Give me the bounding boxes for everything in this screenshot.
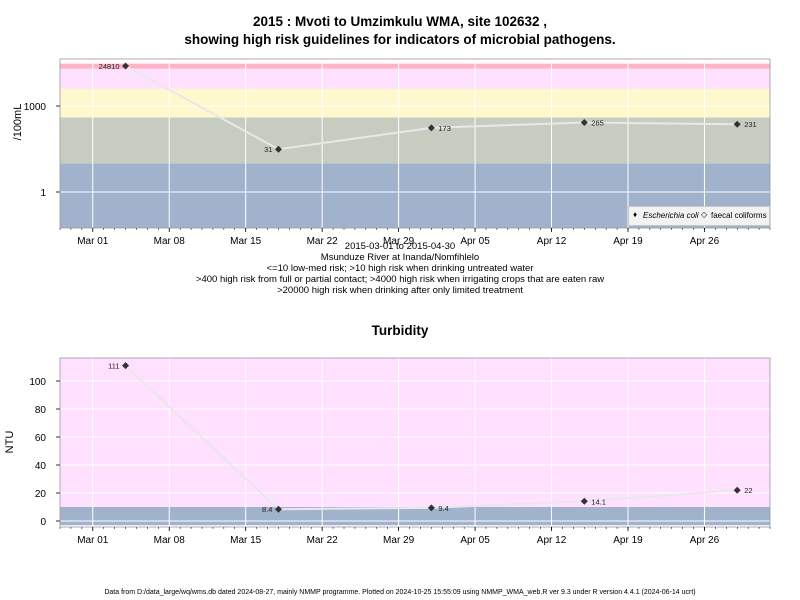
data-label: 173 bbox=[438, 124, 451, 133]
data-point bbox=[122, 362, 130, 370]
caption-site: Msunduze River at Inanda/Nomfihlelo bbox=[320, 252, 480, 263]
x-tick-label: Apr 05 bbox=[460, 535, 490, 546]
data-label: 111 bbox=[108, 362, 119, 371]
chart-title-line1: 2015 : Mvoti to Umzimkulu WMA, site 1026… bbox=[252, 14, 548, 29]
y-tick-label: 0 bbox=[40, 517, 46, 528]
y-tick-label: 100 bbox=[29, 377, 46, 388]
data-label: 9.4 bbox=[438, 504, 448, 513]
data-point bbox=[733, 120, 741, 128]
legend-faecal-label: faecal coliforms bbox=[711, 211, 767, 220]
x-tick-label: Apr 19 bbox=[613, 236, 643, 247]
data-point bbox=[733, 486, 741, 494]
chart-title-line2: showing high risk guidelines for indicat… bbox=[184, 32, 616, 47]
risk-band bbox=[60, 117, 770, 164]
data-label: 8.4 bbox=[262, 505, 272, 514]
y-axis-label-turbidity: NTU bbox=[4, 430, 16, 454]
data-label: 31 bbox=[264, 145, 272, 154]
plot-frame bbox=[59, 357, 771, 528]
legend-faecal-marker-icon: ◇ bbox=[701, 210, 708, 219]
y-axis-label-microbial: /100mL bbox=[12, 103, 24, 141]
x-tick-label: Mar 15 bbox=[230, 236, 262, 247]
risk-band bbox=[60, 63, 770, 69]
data-point bbox=[122, 62, 130, 70]
data-point bbox=[274, 505, 282, 513]
y-tick-label: 60 bbox=[35, 433, 47, 444]
risk-band bbox=[60, 68, 770, 89]
x-tick-label: Apr 19 bbox=[613, 535, 643, 546]
risk-band bbox=[60, 88, 770, 118]
caption-date-range: 2015-03-01 to 2015-04-30 bbox=[344, 241, 456, 252]
x-tick-label: Mar 08 bbox=[154, 535, 186, 546]
y-tick-label: 80 bbox=[35, 405, 47, 416]
y-tick-label: 20 bbox=[35, 489, 47, 500]
data-point bbox=[580, 119, 588, 127]
x-tick-label: Mar 29 bbox=[383, 535, 415, 546]
data-point bbox=[427, 504, 435, 512]
x-tick-label: Mar 22 bbox=[307, 535, 339, 546]
data-point bbox=[427, 124, 435, 132]
data-label: 22 bbox=[744, 486, 752, 495]
data-point bbox=[274, 145, 282, 153]
x-tick-label: Mar 08 bbox=[154, 236, 186, 247]
plot-frame bbox=[59, 58, 771, 229]
x-tick-label: Apr 12 bbox=[537, 236, 567, 247]
x-tick-label: Mar 15 bbox=[230, 535, 262, 546]
legend: ♦ Escherichia coli ◇ faecal coliforms bbox=[628, 206, 770, 226]
caption-risk-3: >20000 high risk when drinking after onl… bbox=[277, 285, 523, 296]
x-tick-label: Mar 29 bbox=[383, 236, 415, 247]
y-tick-label: 1 bbox=[40, 188, 46, 199]
legend-ecoli-label: Escherichia coli bbox=[643, 211, 699, 220]
legend-ecoli-marker-icon: ♦ bbox=[633, 210, 638, 219]
turbidity-title: Turbidity bbox=[371, 323, 429, 338]
footer-note: Data from D:/data_large/wq/wms.db dated … bbox=[104, 589, 696, 596]
data-label: 231 bbox=[744, 120, 757, 129]
data-label: 14.1 bbox=[591, 497, 606, 506]
y-tick-label: 1000 bbox=[24, 102, 47, 113]
data-label: 265 bbox=[591, 119, 604, 128]
x-tick-label: Apr 26 bbox=[690, 535, 720, 546]
data-label: 24810 bbox=[99, 62, 120, 71]
x-tick-label: Mar 01 bbox=[77, 236, 109, 247]
chart-caption: 2015-03-01 to 2015-04-30 Msunduze River … bbox=[0, 241, 800, 296]
data-point bbox=[580, 497, 588, 505]
x-tick-label: Apr 26 bbox=[690, 236, 720, 247]
x-tick-label: Mar 01 bbox=[77, 535, 109, 546]
caption-risk-2: >400 high risk from full or partial cont… bbox=[195, 274, 605, 285]
x-tick-label: Apr 05 bbox=[460, 236, 490, 247]
risk-band bbox=[60, 358, 770, 507]
x-tick-label: Mar 22 bbox=[307, 236, 339, 247]
caption-risk-1: <=10 low-med risk; >10 high risk when dr… bbox=[266, 263, 534, 274]
risk-band bbox=[60, 507, 770, 526]
x-tick-label: Apr 12 bbox=[537, 535, 567, 546]
y-tick-label: 40 bbox=[35, 461, 47, 472]
